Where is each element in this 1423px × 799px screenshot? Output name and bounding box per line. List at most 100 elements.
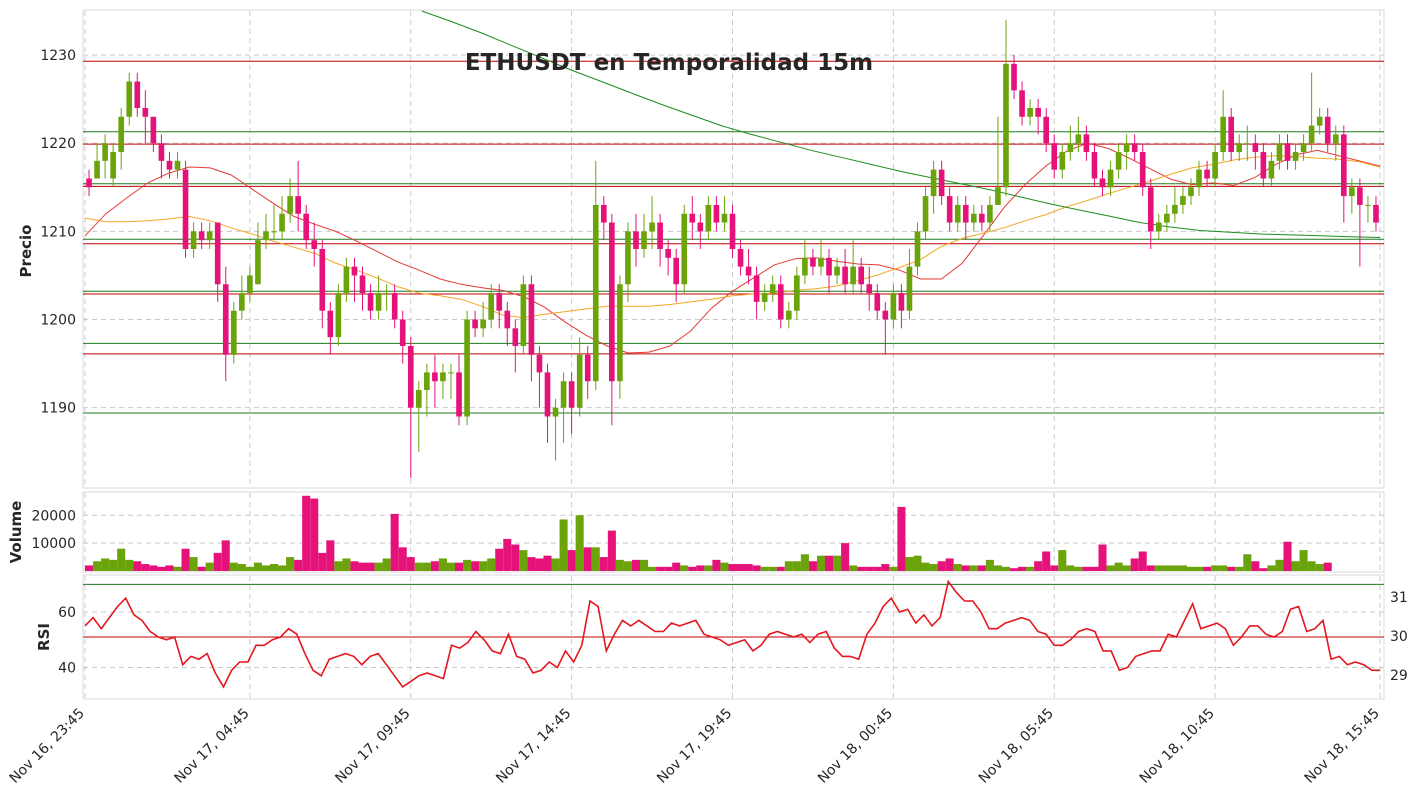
volume-bar	[1170, 565, 1179, 571]
volume-bar	[109, 559, 118, 571]
volume-bar	[607, 530, 616, 571]
volume-bar	[1307, 561, 1316, 571]
volume-bar	[1227, 566, 1236, 571]
candle-body	[456, 372, 462, 417]
volume-bar	[302, 495, 311, 571]
candle-body	[1155, 222, 1162, 232]
candle-body	[488, 293, 495, 320]
candle-body	[641, 231, 647, 249]
volume-bar	[1283, 541, 1292, 571]
volume-bar	[430, 561, 439, 571]
candle-body	[230, 310, 237, 355]
candle-body	[118, 116, 125, 153]
candle-body	[810, 257, 816, 267]
volume-bar	[615, 559, 624, 571]
volume-bar	[1130, 558, 1139, 571]
volume-bar	[374, 562, 383, 571]
candle-body	[713, 204, 720, 223]
rsi-axis-label: RSI	[35, 623, 53, 651]
candle-body	[351, 266, 358, 276]
volume-bar	[881, 564, 890, 571]
volume-bar	[398, 547, 407, 571]
volume-tick-label: 10000	[31, 536, 76, 552]
volume-bar	[567, 550, 576, 571]
candle-body	[987, 204, 993, 223]
volume-bar	[768, 566, 777, 571]
candle-body	[1276, 143, 1283, 161]
volume-panel	[82, 491, 1385, 573]
candle-body	[1373, 204, 1379, 223]
volume-bar	[945, 558, 954, 571]
x-tick-label: Nov 16, 23:45	[7, 706, 88, 787]
volume-bar	[519, 550, 528, 571]
volume-bar	[1251, 561, 1260, 571]
x-tick-label: Nov 17, 14:45	[493, 706, 574, 787]
candle-body	[1035, 107, 1041, 117]
volume-bar	[599, 557, 608, 571]
candle-body	[182, 169, 189, 249]
volume-bar	[969, 565, 978, 571]
volume-bar	[149, 565, 158, 571]
moving-average-line	[421, 10, 1381, 238]
volume-bar	[326, 540, 335, 571]
candle-body	[818, 257, 824, 267]
rsi-tick-label: 60	[58, 605, 76, 621]
candle-body	[697, 222, 704, 232]
candle-body	[263, 231, 269, 241]
candle-body	[954, 204, 961, 223]
price-tick-label: 1220	[40, 136, 76, 152]
x-tick-label: Nov 18, 05:45	[976, 706, 1057, 787]
volume-bar	[744, 564, 753, 571]
candle-body	[190, 231, 197, 249]
volume-bar	[728, 564, 737, 571]
volume-bar	[1275, 559, 1284, 571]
candle-body	[560, 381, 567, 408]
volume-bar	[438, 558, 447, 571]
volume-bar	[414, 562, 423, 571]
volume-bar	[857, 566, 866, 571]
candle-body	[424, 372, 430, 391]
candle-body	[882, 310, 889, 320]
candle-body	[1083, 134, 1090, 153]
volume-bar	[833, 555, 842, 571]
volume-bar	[1267, 565, 1276, 571]
candle-body	[375, 293, 382, 311]
candle-body	[962, 204, 969, 223]
candle-body	[625, 231, 631, 285]
candle-body	[1075, 134, 1082, 144]
volume-bar	[792, 561, 801, 571]
candle-body	[383, 293, 390, 295]
candle-body	[745, 266, 752, 276]
volume-bar	[841, 543, 850, 571]
volume-bar	[318, 552, 327, 571]
volume-bar	[808, 561, 817, 571]
candle-body	[86, 178, 92, 188]
volume-tick-label: 20000	[31, 508, 76, 524]
candle-body	[673, 257, 680, 285]
candle-body	[761, 293, 768, 302]
candle-body	[1107, 169, 1114, 188]
candle-body	[1147, 187, 1154, 232]
volume-bar	[1219, 565, 1228, 571]
candle-body	[657, 222, 663, 249]
volume-bar	[133, 561, 142, 571]
candle-body	[472, 319, 478, 329]
candle-body	[496, 293, 503, 311]
volume-bar	[993, 565, 1002, 571]
candle-body	[1043, 116, 1050, 144]
candle-body	[94, 160, 100, 179]
volume-bar	[1074, 566, 1083, 571]
x-tick-label: Nov 18, 10:45	[1137, 706, 1218, 787]
volume-bar	[85, 565, 94, 571]
candle-body	[946, 196, 953, 223]
volume-bar	[704, 565, 713, 571]
candle-body	[850, 266, 856, 285]
candle-body	[399, 319, 406, 346]
volume-bar	[1162, 565, 1171, 571]
candle-body	[753, 275, 760, 302]
volume-bar	[253, 562, 262, 571]
volume-bar	[535, 558, 544, 571]
volume-bar	[664, 566, 673, 571]
candle-body	[970, 213, 977, 223]
volume-bar	[921, 562, 930, 571]
